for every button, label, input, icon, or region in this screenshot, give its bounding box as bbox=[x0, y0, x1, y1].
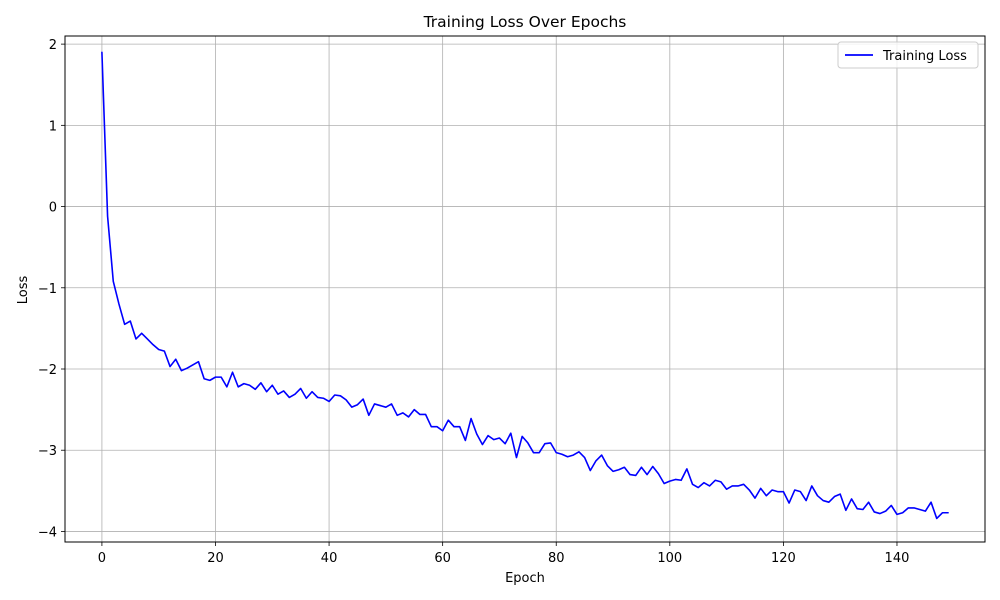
legend: Training Loss bbox=[837, 41, 979, 69]
y-tick-label: 1 bbox=[49, 119, 57, 134]
x-axis-label: Epoch bbox=[505, 571, 545, 586]
y-tick-label: −3 bbox=[38, 444, 57, 459]
x-tick-label: 0 bbox=[98, 551, 106, 566]
y-tick-label: 0 bbox=[49, 201, 57, 216]
x-tick-label: 40 bbox=[321, 551, 338, 566]
y-axis: 2 1 0 −1 −2 −3 −4 bbox=[38, 38, 65, 540]
chart-title: Training Loss Over Epochs bbox=[423, 13, 627, 31]
legend-label-training-loss: Training Loss bbox=[882, 49, 967, 64]
y-tick-label: −2 bbox=[38, 363, 57, 378]
grid bbox=[65, 36, 985, 542]
x-tick-label: 120 bbox=[771, 551, 796, 566]
x-tick-label: 140 bbox=[885, 551, 910, 566]
x-tick-label: 60 bbox=[434, 551, 451, 566]
series-layer bbox=[101, 51, 949, 520]
series-line-training-loss bbox=[101, 51, 949, 520]
y-axis-label: Loss bbox=[16, 276, 31, 305]
y-tick-label: −4 bbox=[38, 525, 57, 540]
x-tick-label: 20 bbox=[207, 551, 224, 566]
plot-area-frame bbox=[64, 35, 986, 543]
y-tick-label: 2 bbox=[49, 38, 57, 53]
x-tick-label: 100 bbox=[657, 551, 682, 566]
legend-box bbox=[837, 41, 979, 69]
x-axis: 0 20 40 60 80 100 120 140 bbox=[98, 542, 910, 566]
x-tick-label: 80 bbox=[548, 551, 565, 566]
y-tick-label: −1 bbox=[38, 282, 57, 297]
